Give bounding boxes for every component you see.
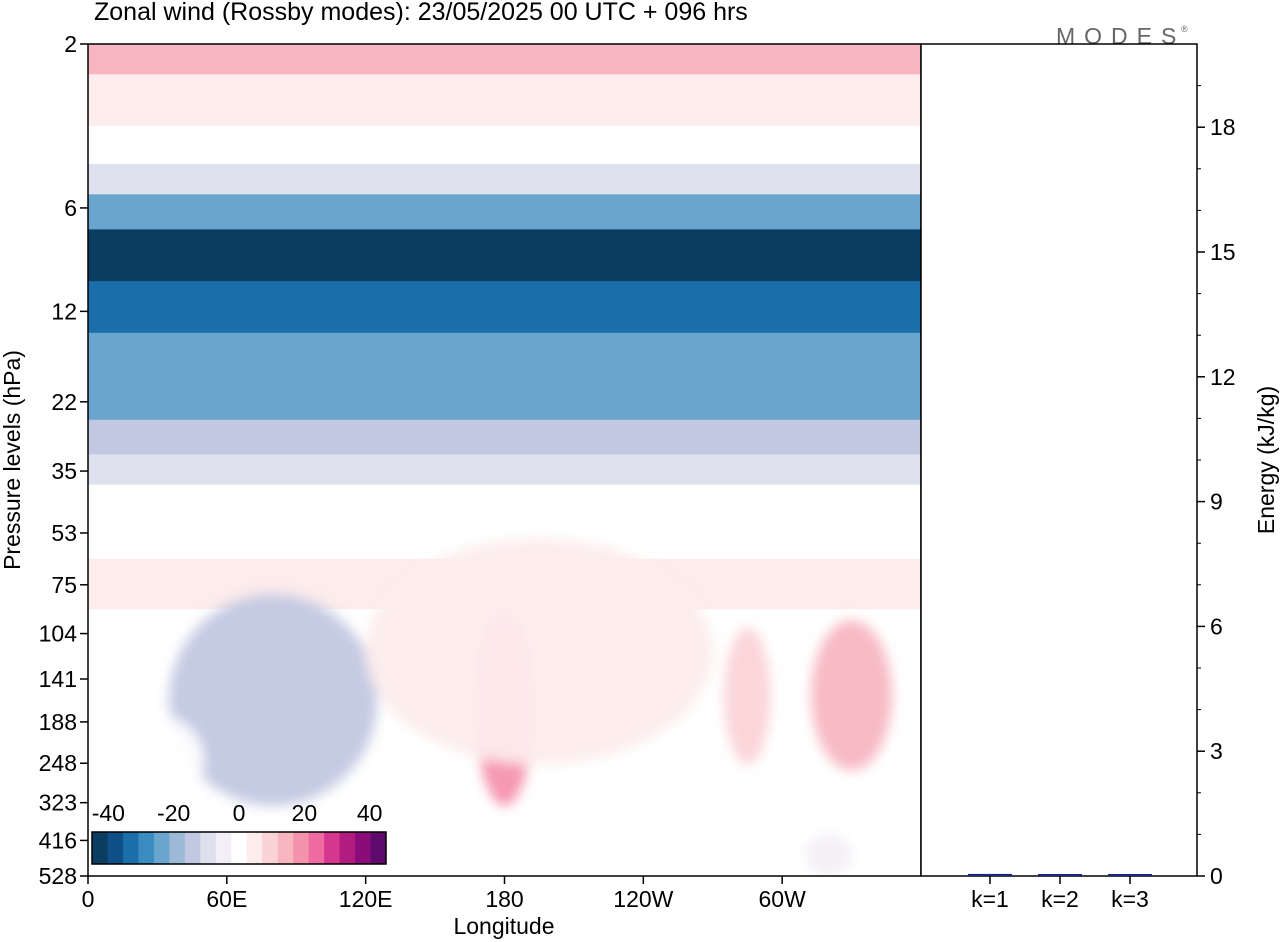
colorbar-swatch (277, 832, 294, 864)
wind-band (88, 125, 921, 166)
wind-band (88, 44, 921, 76)
energy-tick-label: 12 (1210, 364, 1236, 390)
colorbar-tick-label: -40 (92, 800, 125, 826)
y-tick-label: 53 (51, 520, 77, 546)
wind-anomaly (805, 834, 852, 876)
colorbar-swatch (246, 832, 263, 864)
x-axis: 0 60E 120E 180 120W 60W (82, 876, 806, 912)
y-tick-label: 528 (39, 863, 77, 889)
wind-band (88, 281, 921, 334)
colorbar-tick-label: 40 (357, 800, 383, 826)
wind-band (88, 454, 921, 486)
y-tick-label: 323 (39, 790, 77, 816)
colorbar-swatch (262, 832, 279, 864)
colorbar-swatch (339, 832, 356, 864)
y-axis: 2 6 12 22 35 53 75 104 141 188 248 323 416 528 (39, 31, 88, 889)
colorbar-swatch (370, 832, 387, 864)
wind-band (88, 484, 921, 517)
energy-panel-frame (920, 43, 1198, 877)
energy-tick-label: 15 (1210, 239, 1236, 265)
energy-bars (968, 873, 1152, 876)
x-tick-label: 60W (759, 886, 807, 912)
colorbar-frame (91, 831, 387, 865)
energy-axis-title: Energy (kJ/kg) (1253, 386, 1279, 534)
wind-anomaly (811, 620, 893, 771)
wind-band (88, 229, 921, 283)
colorbar-swatch (355, 832, 372, 864)
colorbar-swatch (138, 832, 155, 864)
registered-mark: ® (1181, 24, 1188, 34)
y-tick-label: 416 (39, 827, 77, 853)
energy-bar (968, 873, 1012, 876)
y-tick-label: 12 (51, 298, 77, 324)
wind-anomaly (724, 627, 771, 765)
energy-bar (1038, 874, 1082, 876)
colorbar-swatch (215, 832, 232, 864)
zonal-wind-heatmap (88, 44, 921, 876)
energy-tick-label: 9 (1210, 489, 1223, 515)
energy-cat-label: k=3 (1111, 886, 1149, 912)
wind-band (88, 378, 921, 421)
y-tick-label: 104 (39, 621, 78, 647)
colorbar-swatch (324, 832, 341, 864)
chart-title: Zonal wind (Rossby modes): 23/05/2025 00… (94, 0, 748, 26)
x-tick-label: 120E (339, 886, 393, 912)
energy-axis: 0 3 6 9 12 15 18 (1197, 85, 1236, 889)
colorbar-swatch (308, 832, 325, 864)
colorbar-tick-label: 20 (292, 800, 318, 826)
colorbar-tick-label: -20 (157, 800, 190, 826)
x-tick-label: 120W (613, 886, 673, 912)
wind-band (88, 332, 921, 380)
colorbar-swatch (231, 832, 248, 864)
y-tick-label: 188 (39, 709, 77, 735)
colorbar-swatch (169, 832, 186, 864)
y-tick-label: 35 (51, 458, 77, 484)
y-axis-title: Pressure levels (hPa) (0, 350, 25, 570)
colorbar-swatch (184, 832, 201, 864)
y-tick-label: 6 (64, 195, 77, 221)
wind-anomaly (111, 715, 204, 806)
wind-anomaly (585, 791, 655, 876)
x-tick-label: 60E (206, 886, 247, 912)
colorbar-swatch (92, 832, 108, 864)
wind-band (88, 194, 921, 231)
wind-band (88, 164, 921, 196)
energy-cat-label: k=2 (1041, 886, 1079, 912)
colorbar-swatch (293, 832, 310, 864)
wind-anomaly (168, 594, 378, 806)
x-tick-label: 0 (82, 886, 95, 912)
colorbar-swatch (122, 832, 139, 864)
wind-anomaly (365, 538, 713, 765)
energy-cat-label: k=1 (971, 886, 1009, 912)
energy-categories: k=1 k=2 k=3 (971, 876, 1149, 912)
wind-band (88, 419, 921, 456)
energy-bar (1108, 874, 1152, 876)
y-tick-label: 141 (39, 666, 77, 692)
y-tick-label: 248 (39, 750, 77, 776)
colorbar-swatch (153, 832, 170, 864)
x-axis-title: Longitude (453, 913, 554, 939)
colorbar-swatch (200, 832, 217, 864)
energy-tick-label: 18 (1210, 114, 1236, 140)
y-tick-label: 22 (51, 389, 77, 415)
colorbar-legend: -40 -20 0 20 40 (91, 800, 387, 865)
x-tick-label: 180 (485, 886, 523, 912)
y-tick-label: 75 (51, 572, 77, 598)
wind-band (88, 74, 921, 127)
colorbar-tick-label: 0 (233, 800, 246, 826)
y-tick-label: 2 (64, 31, 77, 57)
colorbar-swatch (107, 832, 124, 864)
energy-tick-label: 6 (1210, 613, 1223, 639)
energy-tick-label: 3 (1210, 738, 1223, 764)
energy-tick-label: 0 (1210, 863, 1223, 889)
